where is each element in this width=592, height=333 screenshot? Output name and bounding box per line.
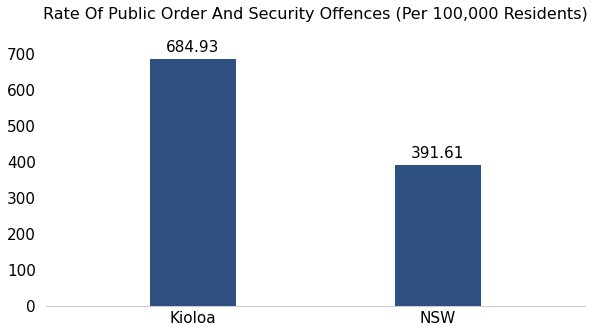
Title: Rate Of Public Order And Security Offences (Per 100,000 Residents): Rate Of Public Order And Security Offenc… <box>43 7 588 22</box>
Bar <box>150 59 236 306</box>
Text: 391.61: 391.61 <box>411 146 465 161</box>
Bar <box>395 165 481 306</box>
Text: 684.93: 684.93 <box>166 41 220 56</box>
